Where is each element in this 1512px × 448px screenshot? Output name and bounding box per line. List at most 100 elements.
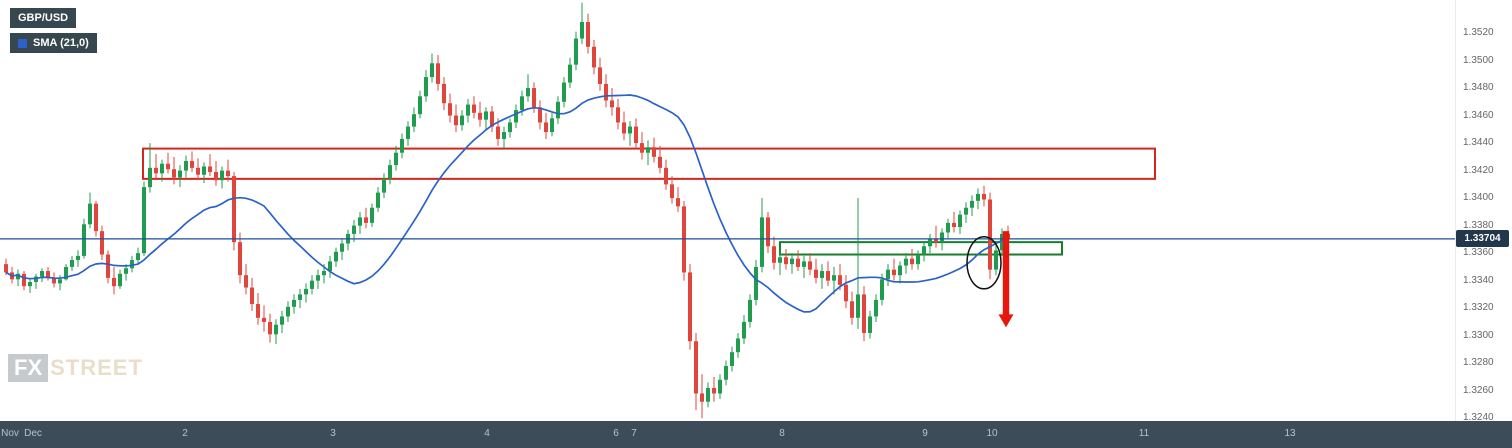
candle-body: [40, 271, 44, 277]
candle-body: [340, 243, 344, 252]
candle-body: [862, 294, 866, 333]
candle-body: [214, 171, 218, 181]
candle-body: [958, 214, 962, 228]
candle-body: [748, 299, 752, 322]
candle-body: [850, 301, 854, 318]
candle-body: [628, 126, 632, 134]
candle-body: [742, 321, 746, 339]
candle-body: [4, 264, 8, 273]
price-axis[interactable]: 1.33704 1.3520 1.3500 1.3480 1.3460 1.3440 1.…: [1455, 0, 1512, 424]
candle-body: [616, 107, 620, 123]
time-axis-label: 11: [1138, 428, 1150, 439]
indicator-color-swatch: [18, 38, 27, 48]
candle-body: [262, 317, 266, 322]
candle-body: [508, 122, 512, 133]
candle-body: [826, 271, 830, 281]
candle-body: [532, 88, 536, 108]
candle-body: [520, 96, 524, 111]
candle-body: [718, 379, 722, 394]
time-axis-label: 6: [613, 428, 619, 439]
candle-body: [130, 260, 134, 269]
candle-body: [160, 163, 164, 174]
candle-body: [694, 341, 698, 394]
candle-body: [778, 257, 782, 263]
candle-body: [964, 207, 968, 215]
candle-body: [88, 203, 92, 225]
candle-body: [658, 156, 662, 168]
candle-body: [892, 269, 896, 276]
candle-body: [202, 166, 206, 175]
candle-body: [250, 287, 254, 305]
time-axis-label: 7: [631, 428, 637, 439]
candle-body: [208, 166, 212, 172]
fxstreet-logo-fx: FX: [8, 354, 49, 382]
candle-body: [238, 242, 242, 276]
candle-body: [244, 275, 248, 288]
candle-body: [916, 254, 920, 265]
candle-body: [808, 261, 812, 270]
candle-body: [64, 266, 68, 280]
candle-body: [298, 294, 302, 300]
candle-body: [370, 207, 374, 223]
candle-body: [736, 338, 740, 353]
candle-body: [676, 198, 680, 207]
candle-body: [334, 251, 338, 262]
time-axis-label: 10: [986, 428, 998, 439]
candle-body: [220, 170, 224, 181]
sma-line: [5, 94, 1009, 313]
candle-body: [856, 294, 860, 318]
ellipse-annotation: [966, 236, 1002, 290]
price-axis-label: 1.3400: [1463, 192, 1494, 204]
candle-body: [730, 352, 734, 366]
candle-body: [586, 22, 590, 47]
candle-body: [388, 165, 392, 179]
candle-body: [526, 88, 530, 97]
time-axis-label: Nov: [1, 428, 19, 439]
candle-body: [874, 299, 878, 317]
candle-body: [496, 126, 500, 139]
candle-body: [400, 138, 404, 153]
candle-body: [790, 258, 794, 265]
candle-body: [118, 273, 122, 287]
candle-body: [256, 304, 260, 318]
candle-body: [184, 160, 188, 171]
candle-body: [562, 82, 566, 102]
candle-body: [310, 280, 314, 289]
candle-body: [544, 122, 548, 133]
candle-body: [988, 199, 992, 270]
candle-body: [772, 246, 776, 263]
candle-body: [460, 115, 464, 126]
price-axis-label: 1.3240: [1463, 412, 1494, 424]
symbol-label: GBP/USD: [18, 12, 69, 24]
time-axis[interactable]: Nov Dec 2 3 4 6 7 8 9 10 11 13: [0, 421, 1512, 448]
candle-body: [58, 279, 62, 284]
candle-body: [70, 260, 74, 267]
candle-body: [652, 147, 656, 157]
candle-body: [100, 231, 104, 255]
candle-body: [700, 393, 704, 402]
candle-body: [598, 67, 602, 84]
candle-body: [484, 111, 488, 120]
time-axis-label: 2: [182, 428, 188, 439]
candle-body: [322, 271, 326, 276]
candle-body: [46, 271, 50, 278]
candle-body: [478, 112, 482, 120]
candle-body: [814, 269, 818, 278]
candle-body: [82, 224, 86, 256]
candle-body: [550, 118, 554, 133]
candle-body: [352, 225, 356, 234]
candle-body: [382, 178, 386, 193]
price-axis-label: 1.3340: [1463, 274, 1494, 286]
candle-body: [436, 63, 440, 84]
candle-body: [106, 254, 110, 278]
candle-body: [580, 22, 584, 39]
candle-body: [274, 324, 278, 335]
candle-body: [196, 167, 200, 175]
candle-body: [1000, 233, 1004, 251]
candle-body: [934, 239, 938, 243]
candle-body: [904, 258, 908, 266]
candle-body: [556, 101, 560, 119]
candle-body: [154, 167, 158, 174]
candle-body: [868, 316, 872, 333]
